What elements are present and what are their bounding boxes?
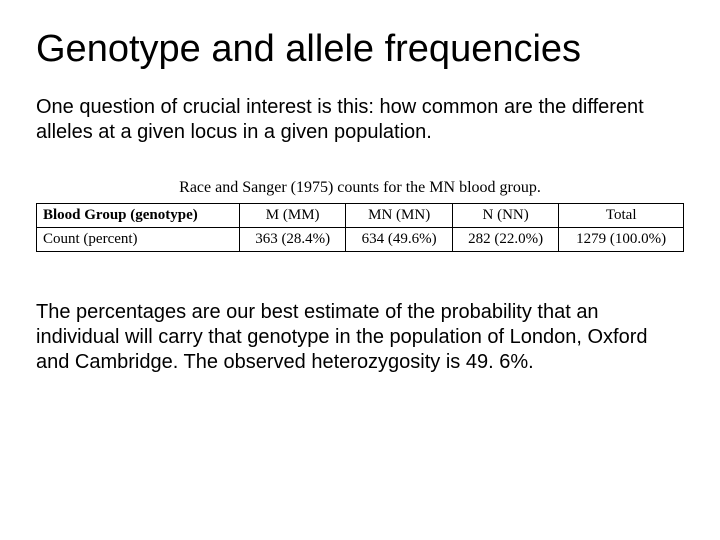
col-header: Total <box>559 204 684 228</box>
count-cell: 282 (22.0%) <box>452 228 558 252</box>
conclusion-paragraph: The percentages are our best estimate of… <box>36 300 684 375</box>
col-header: MN (MN) <box>346 204 452 228</box>
genotype-table: Blood Group (genotype) M (MM) MN (MN) N … <box>36 203 684 252</box>
page-title: Genotype and allele frequencies <box>36 28 684 71</box>
count-cell: 634 (49.6%) <box>346 228 452 252</box>
count-cell: 363 (28.4%) <box>239 228 345 252</box>
header-row-label: Blood Group (genotype) <box>37 204 240 228</box>
intro-paragraph: One question of crucial interest is this… <box>36 95 684 145</box>
table-count-row: Count (percent) 363 (28.4%) 634 (49.6%) … <box>37 228 684 252</box>
table-caption: Race and Sanger (1975) counts for the MN… <box>36 179 684 197</box>
col-header: M (MM) <box>239 204 345 228</box>
count-row-label: Count (percent) <box>37 228 240 252</box>
count-cell: 1279 (100.0%) <box>559 228 684 252</box>
col-header: N (NN) <box>452 204 558 228</box>
table-header-row: Blood Group (genotype) M (MM) MN (MN) N … <box>37 204 684 228</box>
